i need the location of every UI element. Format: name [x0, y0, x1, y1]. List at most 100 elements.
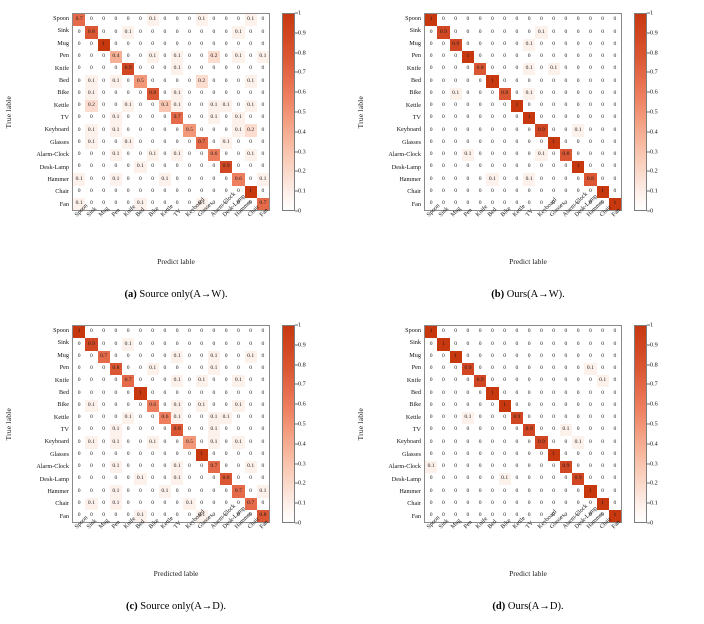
heatmap-cell: 0	[97, 485, 110, 498]
heatmap-cell: 0	[535, 485, 548, 498]
heatmap-cell: 0	[146, 497, 159, 510]
heatmap-cell: 0	[256, 411, 269, 424]
heatmap-cell: 0	[535, 326, 548, 339]
heatmap-cell: 0	[498, 136, 511, 149]
heatmap-cell: 0	[158, 387, 171, 400]
heatmap-cell: 0	[425, 75, 438, 88]
heatmap-cell: 0.1	[73, 173, 86, 186]
colorbar-tick-label: 0.4	[650, 128, 658, 136]
heatmap-cell: 0	[146, 63, 159, 76]
heatmap-cell: 0	[232, 87, 245, 100]
colorbar-tick-label: 0.9	[298, 29, 306, 37]
heatmap-cell: 0	[486, 87, 499, 100]
heatmap-cell: 0	[596, 509, 609, 522]
row-tick-label: Bed	[411, 76, 421, 84]
heatmap-cell: 0	[523, 350, 536, 363]
heatmap-cell: 0	[498, 161, 511, 174]
heatmap-cell: 0	[183, 136, 196, 149]
heatmap-cell: 0	[207, 185, 220, 198]
heatmap-cell: 0	[498, 124, 511, 137]
heatmap-row: 0 0.1 0 0 0 0 0.8 0 0.1 0 0 0 0 0 0 0	[73, 87, 269, 100]
heatmap-cell: 0	[572, 448, 585, 461]
heatmap-cell: 0	[207, 497, 220, 510]
colorbar-tick-mark	[647, 190, 650, 192]
heatmap-cell: 0	[510, 75, 523, 88]
heatmap-cell: 0	[85, 375, 98, 388]
heatmap-cell: 0	[220, 38, 233, 51]
heatmap-cell: 0	[608, 99, 621, 112]
heatmap-cell: 0	[437, 411, 450, 424]
heatmap-cell: 0	[474, 148, 487, 161]
heatmap-cell: 0	[608, 338, 621, 351]
heatmap-cell: 1	[608, 197, 621, 210]
heatmap-cell: 0	[449, 436, 462, 449]
heatmap-cell: 0	[608, 75, 621, 88]
heatmap-cell: 0	[461, 326, 474, 339]
heatmap-cell: 0.1	[207, 411, 220, 424]
heatmap-cell: 0	[183, 448, 196, 461]
heatmap-cell: 0	[171, 362, 184, 375]
heatmap-cell: 0	[608, 387, 621, 400]
heatmap-cell: 0	[437, 362, 450, 375]
heatmap-cell: 0	[425, 112, 438, 125]
heatmap-cell: 0	[498, 424, 511, 437]
confusion-matrix-a: True lable Spoon Sink Mug Pen Knife Bed Bike Ket…	[0, 0, 352, 286]
heatmap-cell: 0	[256, 38, 269, 51]
heatmap-cell: 0	[547, 87, 560, 100]
heatmap-row: 0 0 0.1 0 0 0 0.8 0 0.1 0 0 0 0 0 0 0	[425, 87, 621, 100]
heatmap-cell: 0	[109, 399, 122, 412]
heatmap-cell: 0.1	[158, 485, 171, 498]
heatmap-cell: 0	[97, 63, 110, 76]
heatmap-cell: 0	[449, 448, 462, 461]
heatmap-cell: 0	[158, 14, 171, 27]
heatmap-cell: 0	[183, 99, 196, 112]
colorbar-tick-mark	[647, 502, 650, 504]
heatmap-row: 0 0.8 0 0 0.1 0 0 0 0 0 0 0 0 0.1 0 0	[73, 26, 269, 39]
heatmap-cell: 0	[158, 185, 171, 198]
heatmap-cell: 0	[232, 424, 245, 437]
row-tick-label: Spoon	[405, 15, 421, 22]
heatmap-cell: 0	[171, 448, 184, 461]
heatmap-cell: 0	[425, 161, 438, 174]
heatmap-cell: 0	[486, 161, 499, 174]
heatmap-cell: 0	[195, 148, 208, 161]
colorbar-tick-mark	[647, 151, 650, 153]
heatmap-cell: 0	[109, 26, 122, 39]
heatmap-cell: 0	[244, 26, 257, 39]
heatmap-cell: 0	[523, 99, 536, 112]
heatmap-cell: 0	[596, 411, 609, 424]
heatmap-cell: 0	[486, 424, 499, 437]
heatmap-cell: 0	[134, 460, 147, 473]
heatmap-cell: 0	[608, 185, 621, 198]
heatmap-cell: 0	[608, 63, 621, 76]
heatmap-cell: 0.8	[109, 362, 122, 375]
y-axis-label: True lable	[356, 96, 365, 129]
heatmap-cell: 0	[559, 124, 572, 137]
heatmap-cell: 0.7	[171, 112, 184, 125]
heatmap-cell: 0	[572, 197, 585, 210]
heatmap-cell: 0	[510, 124, 523, 137]
heatmap-cell: 0	[437, 473, 450, 486]
heatmap-cell: 0	[608, 485, 621, 498]
colorbar-tick-mark	[295, 170, 298, 172]
heatmap-row: 0 0 0 0.1 0 0 0.1 0 0.1 0 0 0.6 0 0 0.1 0	[73, 148, 269, 161]
heatmap-cell: 0	[134, 424, 147, 437]
heatmap-cell: 0	[256, 87, 269, 100]
heatmap-cell: 0	[134, 38, 147, 51]
heatmap-cell: 0	[449, 50, 462, 63]
heatmap-cell: 0	[461, 375, 474, 388]
colorbar-tick-mark	[295, 403, 298, 405]
heatmap-cell: 0	[232, 411, 245, 424]
heatmap-cell: 0	[158, 75, 171, 88]
row-tick-label: Fan	[59, 200, 69, 208]
heatmap-cell: 0	[232, 99, 245, 112]
heatmap-cell: 0	[572, 99, 585, 112]
heatmap-cell: 0	[146, 448, 159, 461]
heatmap-cell: 0	[195, 436, 208, 449]
heatmap-cell: 0	[220, 124, 233, 137]
heatmap-cell: 0	[572, 326, 585, 339]
row-tick-label: Keyboard	[44, 438, 69, 446]
heatmap-cell: 0	[244, 63, 257, 76]
